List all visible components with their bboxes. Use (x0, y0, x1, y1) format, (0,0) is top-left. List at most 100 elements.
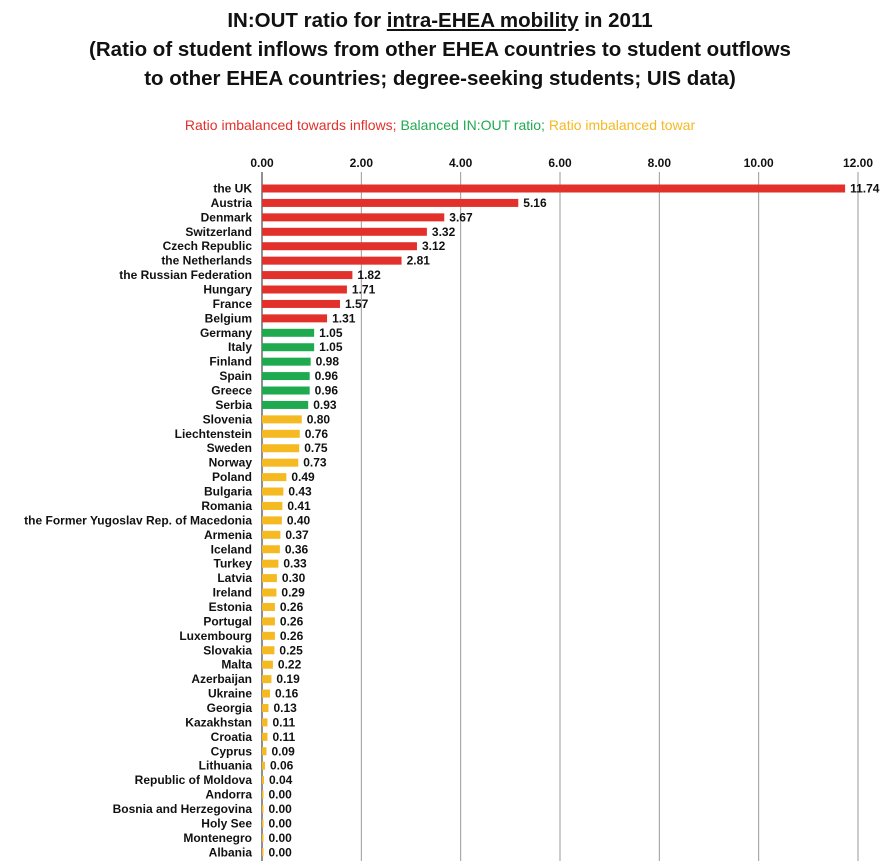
category-label: Ireland (213, 586, 252, 600)
category-label: Ukraine (208, 687, 252, 701)
data-label: 0.93 (313, 398, 337, 412)
data-label: 1.82 (357, 268, 381, 282)
data-label: 0.36 (285, 542, 309, 556)
bar (262, 848, 264, 857)
category-label: Azerbaijan (191, 672, 252, 686)
data-label: 5.16 (523, 196, 547, 210)
bar (262, 718, 268, 727)
chart-title: IN:OUT ratio for intra-EHEA mobility in … (0, 6, 880, 93)
category-label: Spain (219, 369, 252, 383)
data-label: 0.11 (272, 730, 295, 744)
category-label: Poland (212, 470, 252, 484)
bar (262, 372, 310, 381)
category-label: Finland (209, 355, 252, 369)
bar (262, 675, 272, 684)
bar (262, 790, 264, 799)
data-label: 0.09 (271, 744, 295, 758)
category-label: Croatia (211, 730, 253, 744)
bar (262, 242, 417, 251)
category-label: the Former Yugoslav Rep. of Macedonia (24, 513, 252, 527)
title-underlined-phrase: intra-EHEA mobility (386, 9, 579, 32)
bar (262, 516, 282, 525)
category-label: Hungary (203, 283, 252, 297)
data-label: 1.05 (319, 340, 343, 354)
category-label: Montenegro (183, 831, 252, 845)
data-label: 0.30 (282, 571, 306, 585)
category-label: the Netherlands (161, 254, 252, 268)
bar (262, 227, 427, 236)
bar (262, 285, 347, 294)
data-label: 1.57 (345, 297, 369, 311)
legend-inflows: Ratio imbalanced towards inflows; (184, 117, 401, 133)
data-label: 0.11 (272, 715, 295, 729)
data-label: 0.25 (279, 643, 303, 657)
data-label: 0.13 (273, 701, 297, 715)
data-label: 0.00 (269, 816, 293, 830)
bar (262, 833, 264, 842)
category-label: the UK (213, 182, 252, 196)
bar (262, 415, 302, 424)
bar (262, 328, 315, 337)
bar (262, 747, 267, 756)
title-line-1: IN:OUT ratio for intra-EHEA mobility in … (0, 6, 880, 35)
category-label: Slovenia (203, 412, 253, 426)
data-label: 0.22 (278, 658, 302, 672)
bar (262, 689, 270, 698)
legend-balanced: Balanced IN:OUT ratio; (400, 117, 549, 133)
data-label: 1.71 (352, 283, 376, 297)
category-label: Turkey (214, 557, 253, 571)
bar (262, 256, 402, 265)
bar (262, 314, 328, 323)
category-label: Italy (228, 340, 252, 354)
category-label: Romania (201, 499, 252, 513)
category-label: Republic of Moldova (135, 773, 253, 787)
data-label: 0.19 (276, 672, 300, 686)
category-label: Sweden (207, 441, 252, 455)
data-label: 0.26 (280, 629, 304, 643)
bar (262, 429, 300, 438)
category-label: Cyprus (211, 744, 253, 758)
data-label: 0.96 (315, 369, 339, 383)
bar (262, 545, 280, 554)
category-label: Norway (209, 456, 253, 470)
data-label: 3.12 (422, 239, 446, 253)
x-tick-label: 2.00 (350, 156, 374, 170)
data-label: 0.33 (283, 557, 307, 571)
x-tick-label: 8.00 (648, 156, 672, 170)
data-label: 3.32 (432, 225, 456, 239)
x-tick-label: 4.00 (449, 156, 473, 170)
bar (262, 400, 309, 409)
category-label: Denmark (201, 210, 253, 224)
data-label: 0.00 (269, 802, 293, 816)
category-label: France (213, 297, 253, 311)
data-label: 0.29 (281, 586, 305, 600)
bar (262, 458, 299, 467)
data-label: 0.96 (315, 384, 339, 398)
bar (262, 299, 340, 308)
x-tick-label: 10.00 (744, 156, 774, 170)
bar (262, 732, 268, 741)
bar (262, 703, 269, 712)
x-tick-label: 6.00 (548, 156, 572, 170)
category-label: Czech Republic (163, 239, 253, 253)
title-line-1-end: in 2011 (578, 9, 653, 32)
data-label: 0.75 (304, 441, 328, 455)
data-label: 0.76 (305, 427, 329, 441)
x-tick-label: 12.00 (843, 156, 873, 170)
bar (262, 776, 264, 785)
category-label: the Russian Federation (119, 268, 252, 282)
data-label: 0.26 (280, 600, 304, 614)
category-label: Bosnia and Herzegovina (113, 802, 253, 816)
data-label: 1.31 (332, 311, 356, 325)
legend-outflows: Ratio imbalanced towar (548, 117, 696, 133)
data-label: 0.00 (269, 831, 293, 845)
bar (262, 602, 275, 611)
category-label: Slovakia (203, 643, 252, 657)
bar (262, 574, 277, 583)
category-label: Malta (221, 658, 252, 672)
bar (262, 501, 283, 510)
data-label: 0.16 (275, 687, 299, 701)
bar (262, 198, 519, 207)
category-label: Lithuania (199, 759, 253, 773)
data-label: 0.00 (269, 845, 293, 859)
